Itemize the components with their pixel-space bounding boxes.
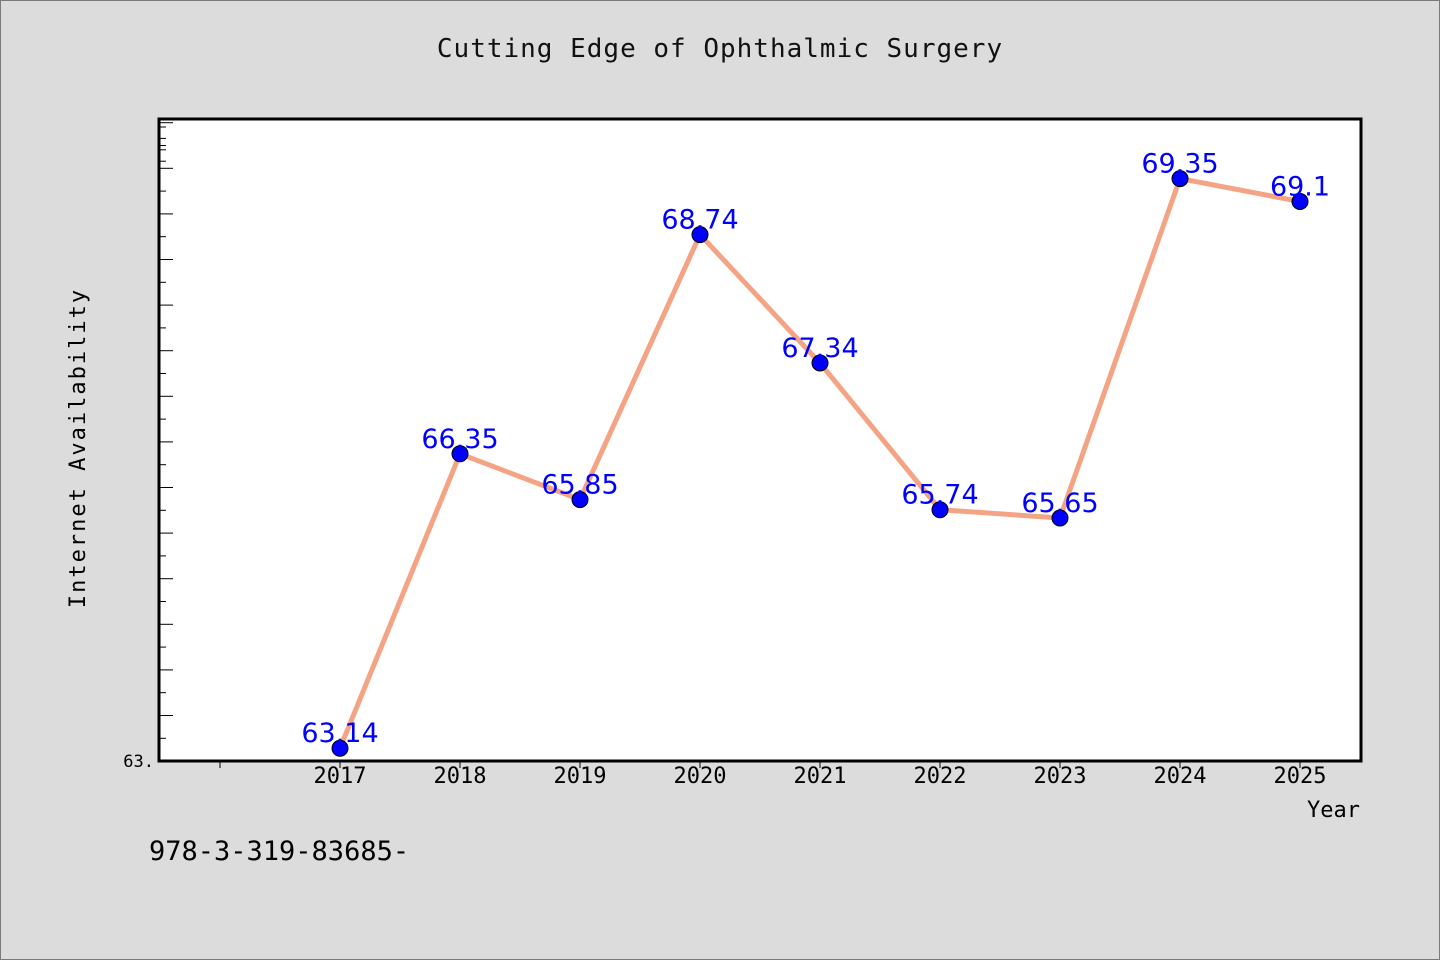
data-point	[811, 354, 829, 372]
x-tick-label: 2018	[434, 764, 487, 789]
data-point	[931, 501, 949, 519]
data-label: 68.74	[661, 205, 738, 236]
x-tick-label: 2023	[1034, 764, 1087, 789]
x-tick-label: 2022	[914, 764, 967, 789]
isbn-footer-text: 978-3-319-83685-	[149, 836, 410, 867]
data-point	[331, 739, 349, 757]
data-label: 65.85	[541, 470, 618, 501]
y-minor-ticks	[159, 122, 173, 739]
data-point	[1171, 170, 1189, 188]
y-tick-label: 63.	[123, 752, 154, 772]
x-tick-label: 2024	[1154, 764, 1207, 789]
data-point	[691, 226, 709, 244]
y-axis-label: Internet Availability	[66, 288, 91, 608]
plot-area	[157, 117, 1363, 763]
x-ticks	[219, 761, 1301, 768]
x-tick-label: 2021	[794, 764, 847, 789]
data-label: 66.35	[421, 424, 498, 455]
data-label: 63.14	[301, 718, 378, 749]
data-point	[1051, 509, 1069, 527]
x-tick-label: 2025	[1274, 764, 1327, 789]
series-layer	[331, 170, 1309, 757]
x-tick-label: 2020	[674, 764, 727, 789]
axis-text: 2017 2018 2019 2020 2021 2022 2023 2024 2025 63. Y…	[66, 288, 1360, 823]
data-point	[451, 445, 469, 463]
x-axis-label: Year	[1307, 798, 1360, 823]
x-tick-label: 2017	[314, 764, 367, 789]
data-point	[1291, 193, 1309, 210]
chart-title: Cutting Edge of Ophthalmic Surgery	[436, 34, 1004, 64]
x-tick-label: 2019	[554, 764, 607, 789]
data-label: 65.74	[901, 480, 978, 511]
data-labels: 63.14 66.35 65.85 68.74 67.34 65.74 65.65 69.35…	[301, 149, 1330, 750]
data-label: 65.65	[1021, 488, 1098, 519]
data-point	[571, 491, 589, 509]
data-label: 69.35	[1141, 149, 1218, 180]
data-label: 67.34	[781, 333, 858, 364]
data-label: 69.1	[1270, 172, 1330, 203]
